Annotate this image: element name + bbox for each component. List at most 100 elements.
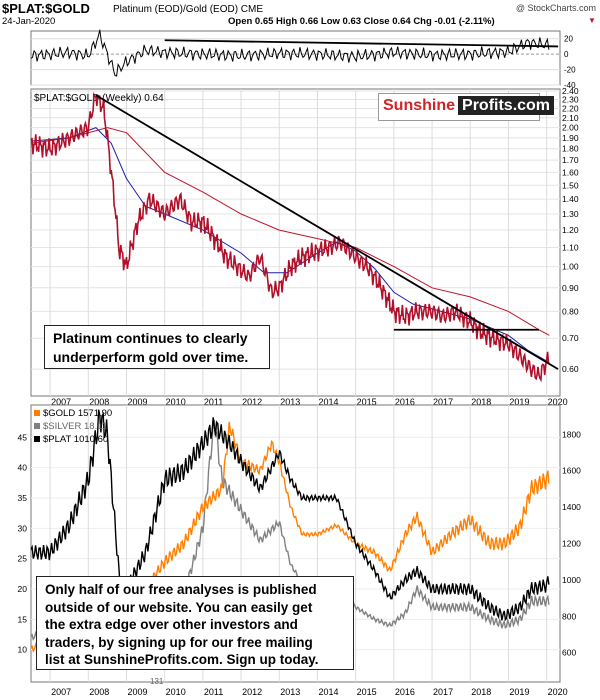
- ratio-trendline: [95, 94, 559, 370]
- ratio-ytick: 1.10: [562, 243, 579, 253]
- ratio-ytick: 0.80: [562, 306, 579, 316]
- momentum-grid: [31, 38, 560, 86]
- metals-xticks: 2007 2008 2009 2010 2011 2012 2013 2014 2015 2016…: [51, 687, 568, 697]
- ratio-ytick: 2.40: [562, 86, 579, 96]
- callout-line-2: underperform gold over time.: [53, 349, 249, 365]
- ratio-ytick: 1.50: [562, 180, 579, 190]
- metals-xtick: 2019: [509, 687, 529, 697]
- metals-xtick: 2007: [51, 687, 71, 697]
- metals-xtick: 2017: [433, 687, 453, 697]
- ratio-panel-label: $PLAT:$GOLD (Weekly) 0.64: [34, 93, 164, 104]
- metals-left-ytick: 15: [18, 614, 28, 624]
- ratio-xtick: 2018: [471, 397, 491, 407]
- chart-description: Platinum (EOD)/Gold (EOD) CME: [113, 4, 263, 15]
- ratio-yticks: 2.402.302.202.102.001.901.801.70 1.60 1.50…: [562, 86, 579, 374]
- ratio-moving-average-long: [30, 127, 550, 336]
- metals-xtick: 2008: [89, 687, 109, 697]
- momentum-line: [30, 29, 550, 77]
- legend-swatch-gold: [34, 410, 40, 416]
- ratio-price-line: [30, 91, 550, 383]
- momentum-ytick: -40: [564, 81, 576, 90]
- momentum-yticks: 20 0 -20 -40: [564, 35, 576, 90]
- metals-right-ytick: 1200: [562, 539, 581, 549]
- metals-xtick: 2016: [395, 687, 415, 697]
- metals-xtick: 2018: [471, 687, 491, 697]
- ratio-ytick: 1.80: [562, 144, 579, 154]
- sunshine-profits-logo: Sunshine Profits.com: [378, 93, 555, 121]
- ratio-xtick: 2010: [166, 397, 186, 407]
- metals-right-ytick: 600: [562, 648, 576, 658]
- metals-xtick: 2020: [548, 687, 568, 697]
- ratio-xtick: 2017: [433, 397, 453, 407]
- metals-xtick: 2011: [204, 687, 223, 697]
- metals-frame: [30, 404, 561, 683]
- promo-line-2: outside of our website. You can easily g…: [45, 599, 313, 615]
- ratio-ytick: 1.20: [562, 225, 579, 235]
- ratio-xtick: 2019: [509, 397, 529, 407]
- ratio-ytick: 1.60: [562, 167, 579, 177]
- momentum-ytick: 20: [564, 35, 573, 44]
- metals-left-ytick: 30: [18, 523, 28, 533]
- metals-left-ytick: 10: [18, 645, 28, 655]
- ratio-ytick: 1.30: [562, 209, 579, 219]
- ratio-xtick: 2011: [204, 397, 223, 407]
- legend-plat: $PLAT 1010.60: [43, 434, 108, 445]
- promo-line-5: list at SunshineProfits.com. Sign up tod…: [45, 652, 319, 667]
- ratio-xtick: 2014: [318, 397, 338, 407]
- chart-date: 24-Jan-2020: [2, 16, 55, 27]
- logo-part-2: Profits.com: [458, 96, 555, 115]
- promo-line-3: the extra edge over other investors and: [45, 617, 298, 632]
- metals-left-ytick: 25: [18, 554, 28, 564]
- metals-right-ytick: 1000: [562, 575, 581, 585]
- legend-swatch-silver: [34, 423, 40, 429]
- metals-xtick: 2015: [357, 687, 377, 697]
- ratio-ytick: 0.90: [562, 283, 579, 293]
- metals-left-ytick: 40: [18, 463, 28, 473]
- ratio-xtick: 2013: [280, 397, 300, 407]
- ratio-ytick: 2.00: [562, 123, 579, 133]
- ratio-xtick: 2020: [548, 397, 568, 407]
- promo-callout: Only half of our free analyses is publis…: [36, 576, 354, 670]
- metals-grid: [31, 405, 560, 682]
- ratio-ytick: 1.70: [562, 155, 579, 165]
- ratio-xtick: 2015: [357, 397, 377, 407]
- chart-ohlc: Open 0.65 High 0.66 Low 0.63 Close 0.64 …: [228, 16, 495, 27]
- ratio-ytick: 1.90: [562, 133, 579, 143]
- metals-right-ytick: 1600: [562, 466, 581, 476]
- logo-part-1: Sunshine: [383, 97, 456, 114]
- misc-label: 131: [150, 677, 164, 686]
- promo-line-4: traders, by signing up for our free mail…: [45, 634, 313, 650]
- momentum-ytick: -20: [564, 66, 576, 75]
- ratio-ytick: 1.00: [562, 262, 579, 272]
- promo-line-1: Only half of our free analyses is publis…: [45, 582, 317, 597]
- legend-silver: $SILVER 18.11: [43, 421, 107, 432]
- ratio-trendlines: [95, 94, 559, 370]
- chart-symbol: $PLAT:$GOLD: [2, 1, 90, 16]
- ratio-ytick: 2.10: [562, 113, 579, 123]
- metals-right-yticks: 1800 1600 1400 1200 1000 800 600: [562, 429, 581, 657]
- metals-right-ytick: 1400: [562, 502, 581, 512]
- metals-xtick: 2010: [166, 687, 186, 697]
- ratio-xtick: 2008: [89, 397, 109, 407]
- ratio-grid: [31, 89, 560, 396]
- ratio-xtick: 2007: [51, 397, 71, 407]
- metals-right-ytick: 800: [562, 611, 576, 621]
- momentum-trendline: [164, 39, 559, 48]
- ratio-ytick: 1.40: [562, 194, 579, 204]
- ratio-ytick: 2.30: [562, 95, 579, 105]
- metals-xtick: 2009: [127, 687, 147, 697]
- momentum-ytick: 0: [564, 50, 569, 59]
- underperform-callout: Platinum continues to clearly underperfo…: [44, 325, 270, 369]
- chg-down-icon: ▼: [588, 16, 596, 25]
- metals-left-yticks: 45 40 35 30 25 20 15 10: [18, 432, 28, 654]
- ratio-ytick: 0.70: [562, 333, 579, 343]
- metals-left-ytick: 35: [18, 493, 28, 503]
- legend-gold: $GOLD 1571.90: [43, 408, 112, 419]
- ratio-ytick: 0.60: [562, 364, 579, 374]
- metals-xtick: 2013: [280, 687, 300, 697]
- platinum-line: [30, 409, 550, 622]
- chart-watermark: @ StockCharts.com: [516, 3, 596, 13]
- ratio-frame: [30, 88, 561, 397]
- ratio-xticks: 2007 2008 2009 2010 2011 2012 2013 2014 2015 2016…: [51, 397, 568, 407]
- legend-swatch-plat: [34, 436, 40, 442]
